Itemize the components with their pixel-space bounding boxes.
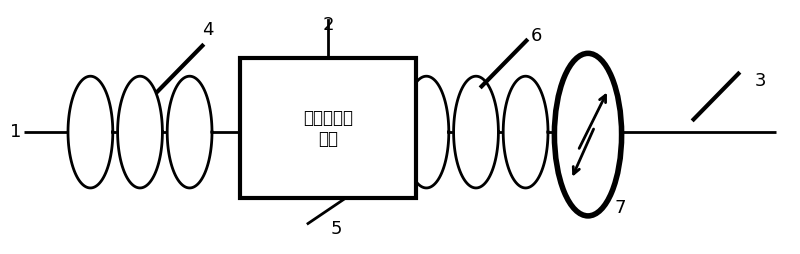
Text: 4: 4 [202,22,214,39]
Polygon shape [503,76,548,188]
Text: 6: 6 [530,27,542,44]
Polygon shape [118,76,162,188]
Polygon shape [404,76,449,188]
Text: 3: 3 [754,72,766,90]
Ellipse shape [554,53,622,216]
Text: 半导体光放
大器: 半导体光放 大器 [303,109,353,148]
Text: 1: 1 [10,123,22,141]
Text: 5: 5 [330,220,342,237]
Polygon shape [167,76,212,188]
Polygon shape [68,76,113,188]
Bar [240,58,416,198]
Text: 2: 2 [322,17,334,34]
Text: 7: 7 [614,199,626,217]
Polygon shape [454,76,498,188]
